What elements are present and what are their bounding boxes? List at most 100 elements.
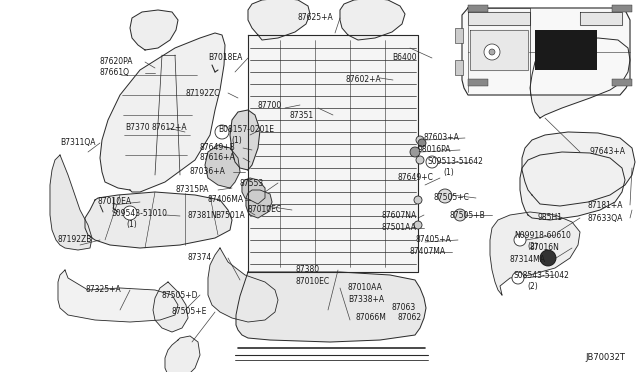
Text: 87016N: 87016N: [530, 244, 560, 253]
Text: 97643+A: 97643+A: [590, 148, 626, 157]
Polygon shape: [522, 132, 635, 206]
Polygon shape: [130, 10, 178, 50]
Text: 985H1: 985H1: [538, 214, 563, 222]
Text: 87501AA: 87501AA: [382, 224, 417, 232]
Text: (2): (2): [527, 282, 538, 291]
Text: 87407MA: 87407MA: [410, 247, 446, 257]
Text: 87602+A: 87602+A: [345, 76, 381, 84]
Text: B7501A: B7501A: [215, 211, 244, 219]
Text: (1): (1): [231, 137, 242, 145]
Text: N: N: [518, 237, 522, 243]
Text: 87314MA: 87314MA: [510, 256, 546, 264]
Polygon shape: [165, 336, 200, 372]
Circle shape: [410, 147, 420, 157]
Circle shape: [540, 250, 556, 266]
Polygon shape: [58, 270, 178, 322]
Polygon shape: [208, 248, 278, 322]
Bar: [455, 28, 463, 43]
Bar: [612, 5, 632, 12]
Circle shape: [414, 196, 422, 204]
Text: 98016PA: 98016PA: [418, 145, 451, 154]
Text: 87633QA: 87633QA: [588, 214, 623, 222]
Text: 87010EC: 87010EC: [247, 205, 281, 215]
Text: 87505+E: 87505+E: [172, 308, 207, 317]
Circle shape: [215, 125, 229, 139]
Text: 87616+A: 87616+A: [200, 154, 236, 163]
Text: 87612+A: 87612+A: [152, 124, 188, 132]
Polygon shape: [242, 178, 265, 204]
Text: B7338+A: B7338+A: [348, 295, 384, 304]
Text: B7370: B7370: [125, 124, 150, 132]
Text: 87405+A: 87405+A: [416, 235, 452, 244]
Circle shape: [438, 189, 452, 203]
Text: S09513-51642: S09513-51642: [428, 157, 484, 167]
Text: 87700: 87700: [258, 100, 282, 109]
Circle shape: [489, 49, 495, 55]
Text: B: B: [220, 129, 224, 135]
Circle shape: [514, 234, 526, 246]
Text: S: S: [431, 160, 433, 164]
Polygon shape: [490, 212, 580, 295]
Polygon shape: [462, 8, 630, 95]
Text: 87649+B: 87649+B: [200, 144, 236, 153]
Text: B08157-0201E: B08157-0201E: [218, 125, 274, 135]
Polygon shape: [205, 145, 240, 188]
Text: S09543-51010: S09543-51010: [112, 209, 168, 218]
Circle shape: [418, 139, 426, 147]
Text: 87315PA: 87315PA: [175, 186, 209, 195]
Text: JB70032T: JB70032T: [585, 353, 625, 362]
Text: 87381N: 87381N: [188, 211, 218, 219]
Text: 87181+A: 87181+A: [588, 201, 623, 209]
Polygon shape: [85, 192, 232, 248]
Polygon shape: [248, 35, 418, 272]
Circle shape: [414, 221, 422, 229]
Text: 87066M: 87066M: [355, 314, 386, 323]
Text: 87062: 87062: [398, 314, 422, 323]
Text: S: S: [128, 211, 132, 215]
Text: (1): (1): [443, 167, 454, 176]
Polygon shape: [530, 38, 630, 118]
Polygon shape: [468, 12, 530, 25]
Text: 87661Q: 87661Q: [100, 68, 130, 77]
Circle shape: [484, 44, 500, 60]
Text: 87010EA: 87010EA: [98, 198, 132, 206]
Text: 87625+A: 87625+A: [298, 13, 333, 22]
Text: B6400: B6400: [392, 54, 417, 62]
Circle shape: [512, 272, 524, 284]
Polygon shape: [520, 152, 625, 220]
Circle shape: [454, 209, 466, 221]
Text: 87505+C: 87505+C: [434, 193, 470, 202]
Polygon shape: [340, 0, 405, 40]
Text: B7018EA: B7018EA: [208, 54, 243, 62]
Bar: [535, 30, 597, 70]
Text: 87010EC: 87010EC: [296, 276, 330, 285]
Bar: [468, 5, 488, 12]
Bar: [455, 60, 463, 75]
Polygon shape: [100, 33, 225, 192]
Bar: [468, 79, 488, 86]
Polygon shape: [248, 0, 310, 40]
Polygon shape: [580, 12, 622, 25]
Polygon shape: [153, 282, 188, 332]
Text: 87553: 87553: [240, 179, 264, 187]
Text: 87192ZB: 87192ZB: [58, 235, 92, 244]
Text: 87010AA: 87010AA: [348, 283, 383, 292]
Circle shape: [123, 206, 137, 220]
Bar: [612, 79, 632, 86]
Text: 87505+B: 87505+B: [450, 211, 486, 219]
Text: 87351: 87351: [290, 110, 314, 119]
Text: S08543-51042: S08543-51042: [514, 270, 570, 279]
Text: (2): (2): [527, 241, 538, 250]
Text: 87374: 87374: [188, 253, 212, 263]
Text: (1): (1): [126, 219, 137, 228]
Text: 87380: 87380: [295, 266, 319, 275]
Circle shape: [416, 136, 424, 144]
Circle shape: [426, 156, 438, 168]
Text: 87063: 87063: [392, 304, 416, 312]
Polygon shape: [470, 30, 528, 70]
Text: 87325+A: 87325+A: [85, 285, 121, 295]
Text: 87505+D: 87505+D: [162, 291, 198, 299]
Text: 87603+A: 87603+A: [424, 134, 460, 142]
Text: B7311QA: B7311QA: [60, 138, 95, 148]
Polygon shape: [236, 272, 426, 342]
